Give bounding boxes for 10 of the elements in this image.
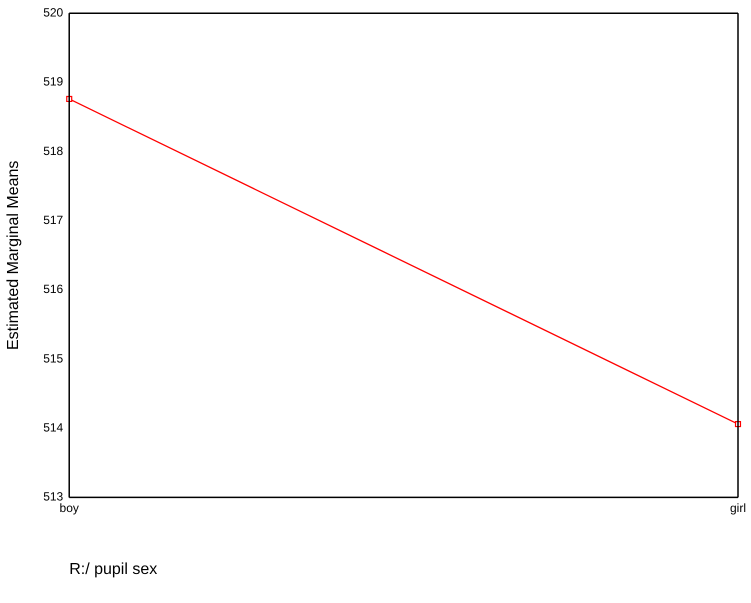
y-tick-label: 516 — [43, 282, 64, 296]
x-tick-label: girl — [730, 500, 746, 515]
x-axis-title: R:/ pupil sex — [69, 560, 158, 578]
y-tick-label: 517 — [43, 213, 64, 228]
y-tick-label: 519 — [43, 74, 64, 89]
y-axis-title: Estimated Marginal Means — [5, 160, 22, 350]
y-tick-label: 514 — [43, 420, 64, 435]
y-tick-label: 520 — [43, 6, 64, 20]
y-tick-label: 518 — [43, 144, 64, 158]
y-tick-label: 515 — [43, 351, 64, 366]
